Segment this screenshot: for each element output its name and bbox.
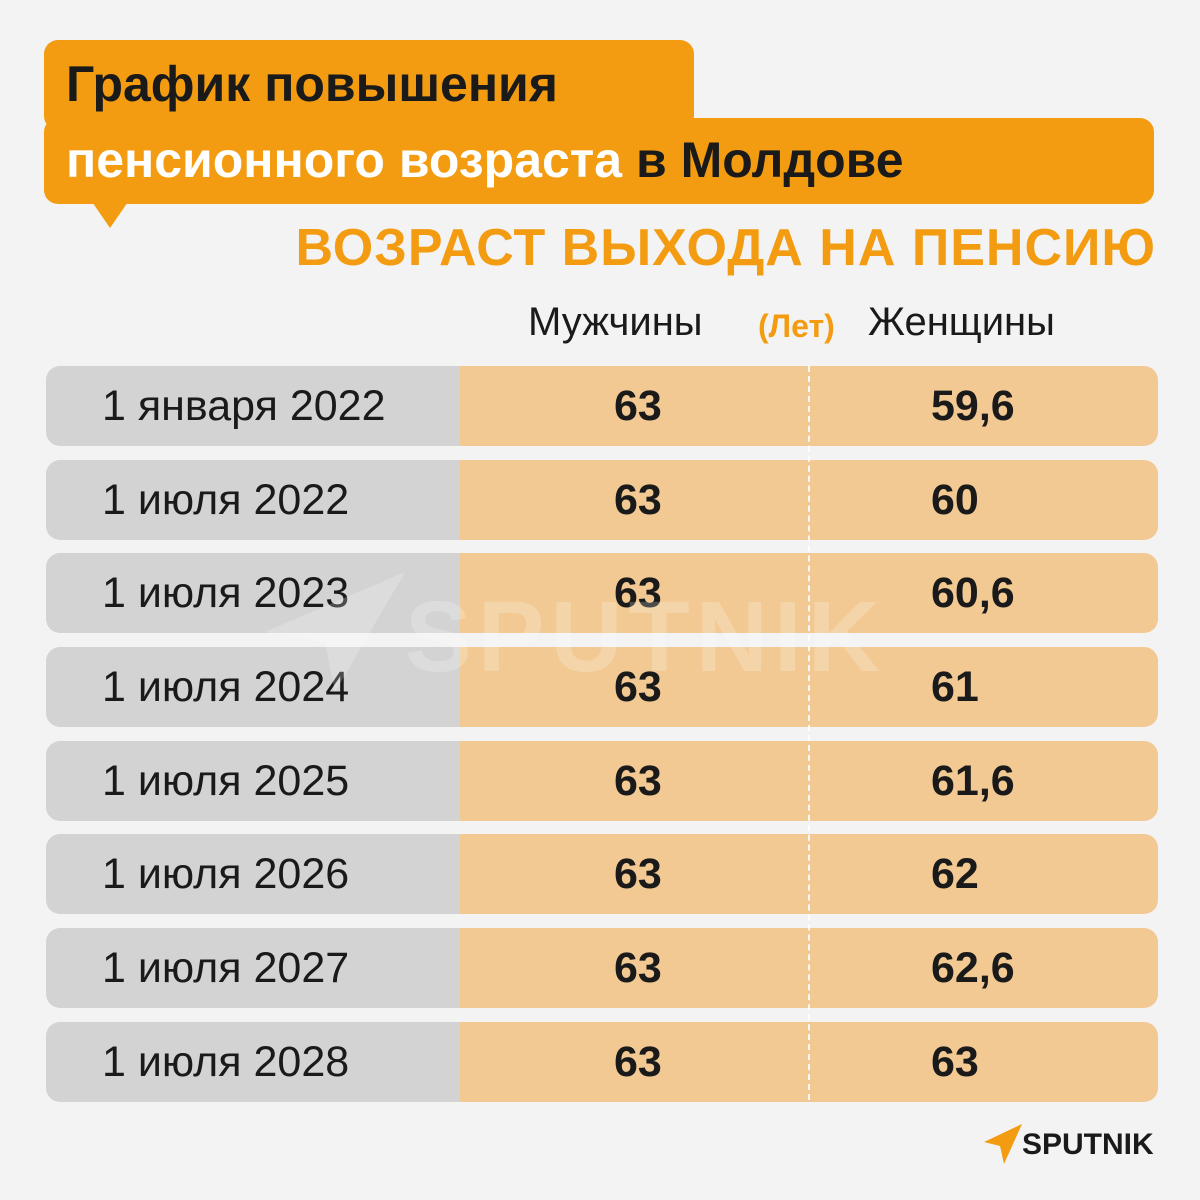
date-cell: 1 января 2022 — [102, 382, 386, 430]
table-row: 1 июля 2023 63 60,6 — [46, 553, 1158, 634]
date-cell: 1 июля 2022 — [102, 475, 350, 524]
men-value: 63 — [614, 382, 662, 430]
men-value: 63 — [614, 850, 662, 899]
speech-bubble-tail — [88, 196, 132, 228]
column-header-women: Женщины — [868, 300, 1055, 344]
men-value: 63 — [614, 663, 662, 712]
date-cell: 1 июля 2025 — [102, 756, 350, 805]
women-value: 63 — [931, 1037, 979, 1086]
men-value: 63 — [614, 756, 662, 805]
women-value: 60,6 — [931, 569, 1015, 618]
sputnik-arrow-icon — [984, 1124, 1022, 1164]
column-divider — [808, 366, 810, 1100]
date-cell: 1 июля 2023 — [102, 569, 350, 618]
date-cell: 1 июля 2028 — [102, 1037, 350, 1086]
title-line-2: пенсионного возраста в Молдове — [44, 118, 1154, 204]
men-value: 63 — [614, 475, 662, 524]
table-row: 1 июля 2027 63 62,6 — [46, 928, 1158, 1009]
women-value: 62 — [931, 850, 979, 899]
table-row: 1 июля 2022 63 60 — [46, 459, 1158, 540]
women-value: 61,6 — [931, 756, 1015, 805]
column-header-unit: (Лет) — [758, 308, 835, 344]
date-cell: 1 июля 2026 — [102, 850, 350, 899]
women-value: 61 — [931, 663, 979, 712]
women-value: 59,6 — [931, 382, 1015, 430]
column-header-men: Мужчины — [528, 300, 703, 344]
women-value: 60 — [931, 475, 979, 524]
title-text-2a: пенсионного возраста — [66, 132, 623, 188]
men-value: 63 — [614, 1037, 662, 1086]
men-value: 63 — [614, 944, 662, 993]
title-text-2b: в Молдове — [622, 132, 904, 188]
table-row: 1 января 2022 63 59,6 — [46, 366, 1158, 446]
logo-text: SPUTNIK — [1022, 1128, 1154, 1161]
table-row: 1 июля 2028 63 63 — [46, 1021, 1158, 1102]
subtitle: ВОЗРАСТ ВЫХОДА НА ПЕНСИЮ — [295, 219, 1156, 277]
table-row: 1 июля 2025 63 61,6 — [46, 740, 1158, 821]
men-value: 63 — [614, 569, 662, 618]
date-cell: 1 июля 2024 — [102, 663, 350, 712]
pension-age-table: 1 января 2022 63 59,6 1 июля 2022 63 60 1 июля… — [46, 366, 1158, 1116]
sputnik-logo: SPUTNIK — [984, 1124, 1164, 1168]
title-text-1: График повышения — [66, 56, 558, 112]
table-row: 1 июля 2026 63 62 — [46, 834, 1158, 915]
table-row: 1 июля 2024 63 61 — [46, 647, 1158, 728]
date-cell: 1 июля 2027 — [102, 944, 350, 993]
women-value: 62,6 — [931, 944, 1015, 993]
title-line-1: График повышения — [44, 40, 694, 130]
